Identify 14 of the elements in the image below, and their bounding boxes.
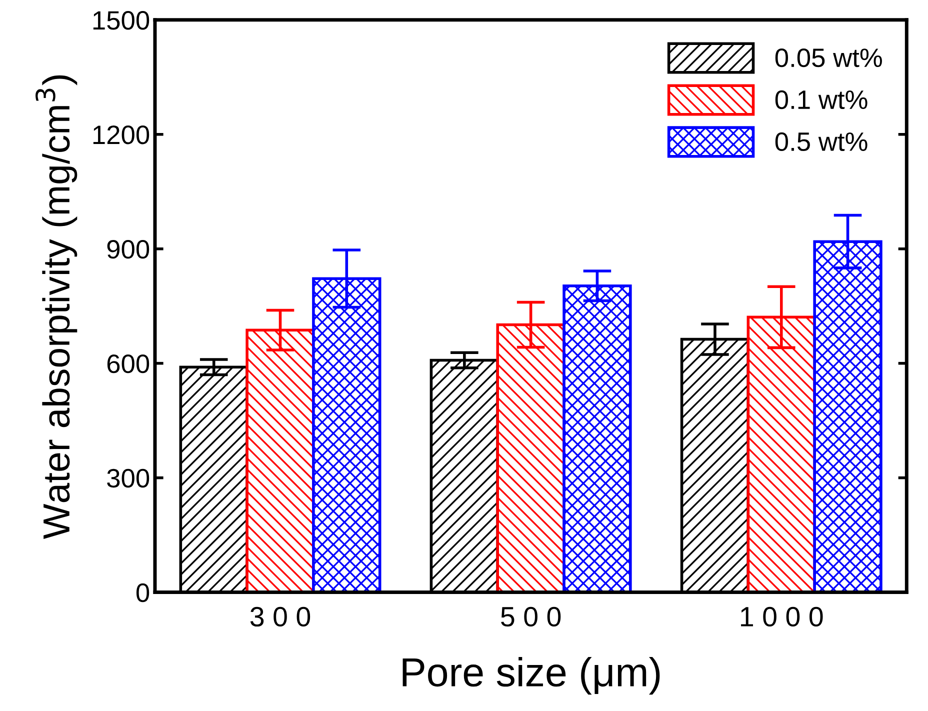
x-tick-label: 1 0 0 0 — [741, 606, 823, 627]
y-tick-label: 900 — [107, 240, 150, 259]
y-tick-label: 300 — [107, 468, 150, 488]
y-tick-label: 1200 — [93, 126, 150, 144]
y-axis-title: Water absorptivity (mg/cm$^{3}$) — [36, 75, 78, 539]
x-tick-label: 5 0 0 — [501, 606, 561, 627]
x-tick-label: 3 0 0 — [250, 606, 310, 627]
y-tick-label: 600 — [107, 354, 150, 374]
y-tick-label: 0 — [136, 583, 150, 602]
legend-label: 0.05 wt% — [775, 48, 882, 68]
x-axis-title: Pore size (μm) — [402, 657, 660, 695]
legend-label: 0.1 wt% — [775, 90, 868, 110]
y-tick-label: 1500 — [93, 11, 150, 30]
legend-label: 0.5 wt% — [775, 132, 868, 152]
